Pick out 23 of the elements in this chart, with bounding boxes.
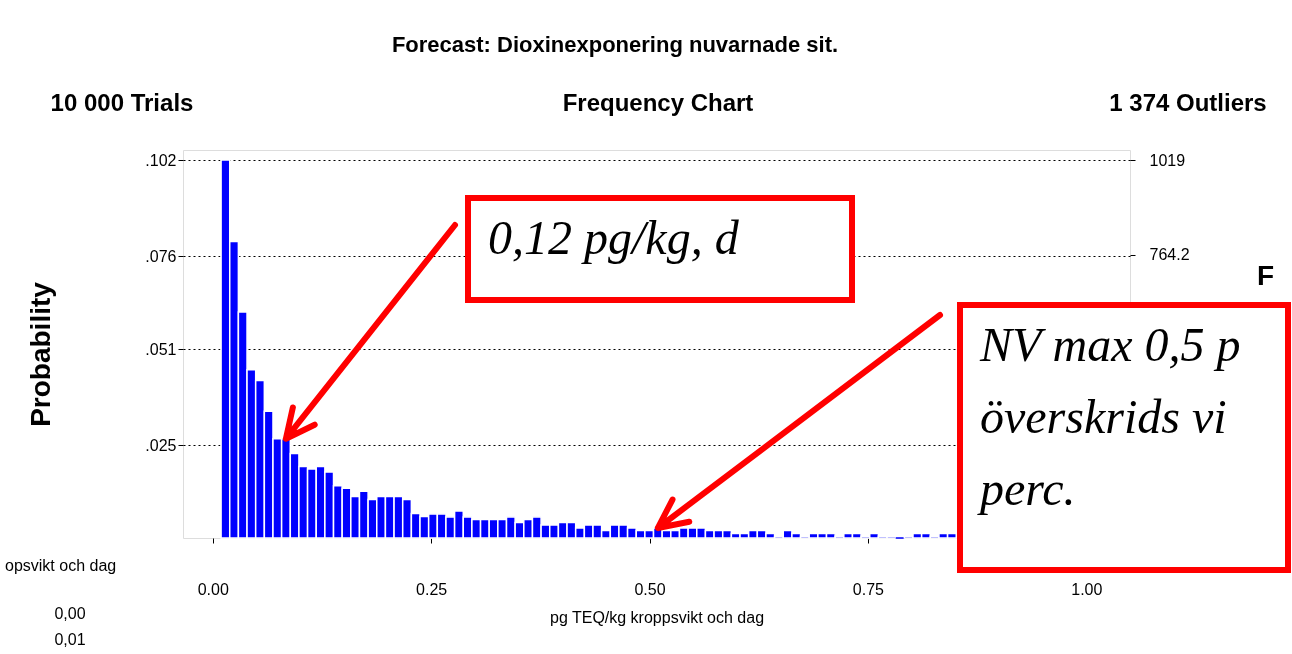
y2-tick-label: 764.2: [1149, 246, 1190, 264]
annotation: NV max 0,5 p överskrids vi perc.: [977, 318, 1241, 515]
text: 0,00: [54, 605, 86, 622]
x-tick-label: 0.25: [416, 580, 448, 598]
y-tick-label: .051: [145, 340, 177, 358]
chart-title: Forecast: Dioxinexponering nuvarnade sit.: [391, 32, 839, 57]
y-tick-label: .025: [145, 436, 177, 454]
x-tick-label: 1.00: [1071, 580, 1103, 598]
y2-tick-label: 1019: [1149, 151, 1186, 169]
text: 1 374 Outliers: [1109, 89, 1267, 116]
y-axis-title: Probability: [24, 281, 56, 427]
y-tick-label: .102: [145, 151, 177, 169]
y2-axis-title: F: [1256, 259, 1275, 291]
y-tick-label: .076: [145, 247, 177, 265]
text: 0,01: [54, 631, 86, 648]
text: 10 000 Trials: [50, 89, 194, 116]
x-axis-title: pg TEQ/kg kroppsvikt och dag: [549, 608, 765, 626]
x-tick-label: 0.75: [852, 580, 885, 598]
text: opsvikt och dag: [5, 557, 117, 574]
x-tick-label: 0.50: [634, 580, 666, 598]
chart-subtitle: Frequency Chart: [562, 89, 754, 116]
x-tick-label: 0.00: [197, 580, 229, 598]
annotation: 0,12 pg/kg, d: [488, 211, 740, 264]
